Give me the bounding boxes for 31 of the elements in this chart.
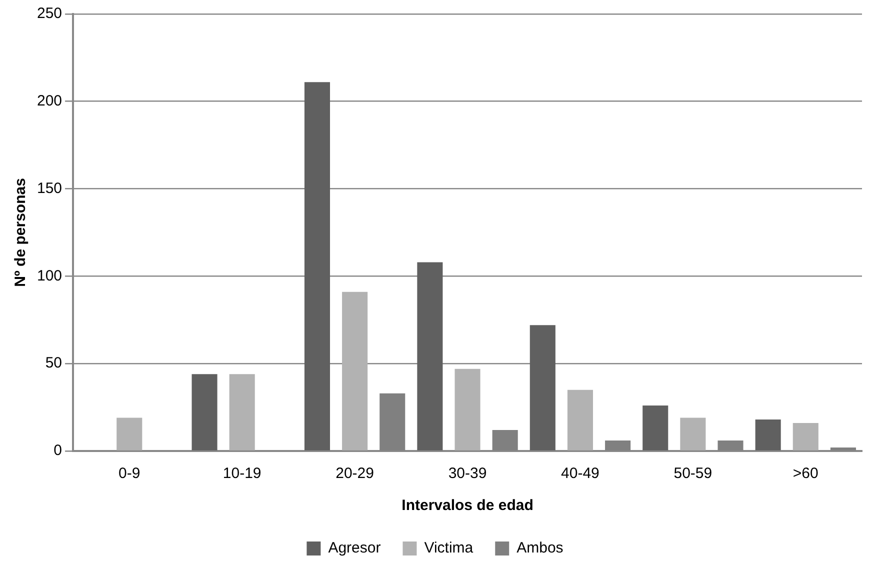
bar — [642, 406, 668, 450]
bar — [229, 374, 255, 450]
bar — [567, 390, 593, 450]
bar — [755, 420, 781, 450]
x-tick-label: 20-29 — [336, 465, 374, 482]
bar — [342, 292, 368, 450]
bar — [116, 418, 142, 450]
x-tick-label: 40-49 — [561, 465, 600, 482]
x-axis-title: Intervalos de edad — [402, 497, 534, 514]
bar — [304, 82, 330, 450]
y-tick-label: 0 — [54, 442, 62, 460]
y-tick-label: 100 — [36, 267, 62, 284]
y-tick-label: 200 — [36, 92, 62, 110]
legend-label: Victima — [424, 540, 474, 557]
y-tick-label: 250 — [36, 5, 62, 22]
x-tick-label: 30-39 — [448, 465, 487, 482]
x-tick-label: 50-59 — [674, 465, 712, 482]
x-tick-label: 10-19 — [222, 465, 262, 482]
y-tick-label: 50 — [45, 354, 62, 372]
bar — [192, 374, 218, 450]
legend-label: Agresor — [328, 540, 381, 557]
y-tick-label: 150 — [36, 180, 62, 197]
x-tick-label: 0-9 — [118, 465, 140, 482]
x-tick-label: >60 — [792, 465, 818, 482]
y-axis-title: Nº de personas — [12, 178, 30, 287]
bar — [792, 423, 818, 450]
bar — [680, 418, 706, 450]
legend-label: Ambos — [516, 540, 564, 557]
bar — [530, 325, 556, 450]
bar — [417, 262, 443, 450]
bar — [454, 368, 480, 450]
